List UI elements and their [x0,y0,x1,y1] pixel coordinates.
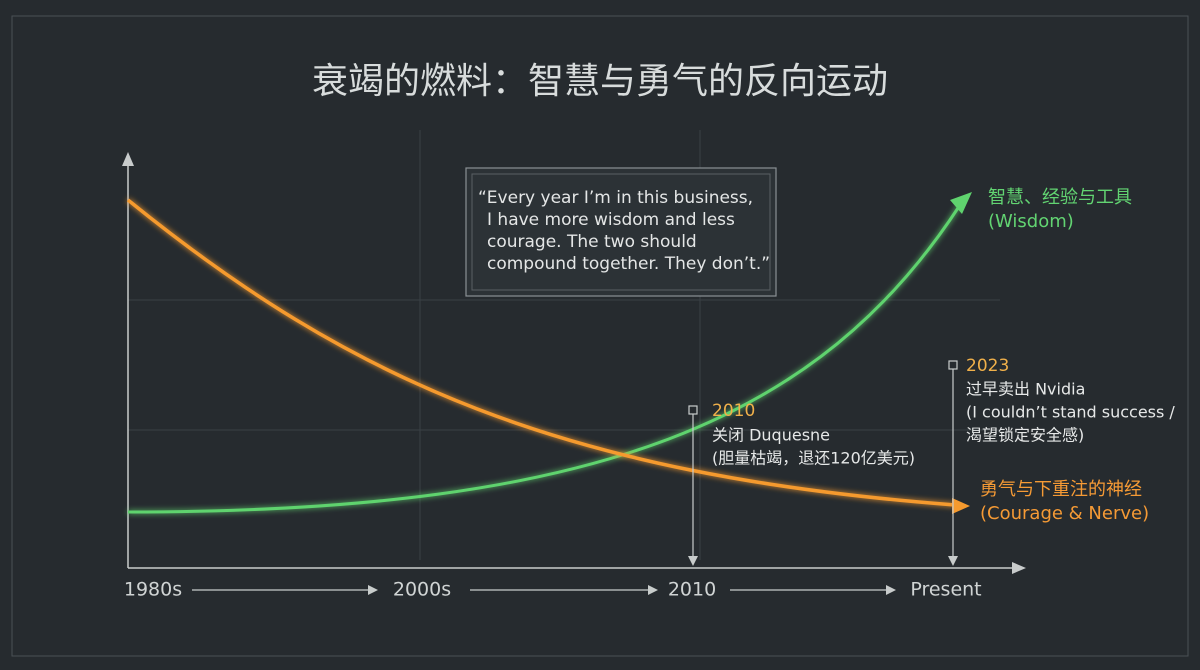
event-marker [688,405,698,566]
curve-label: (Courage & Nerve) [980,503,1149,524]
event-text: (I couldn’t stand success / [966,403,1175,422]
event-text: 渴望锁定安全感) [966,426,1084,445]
quote-line: compound together. They don’t.” [487,254,770,274]
x-label: 2000s [393,579,451,601]
courage-curve [126,198,956,507]
quote-line: courage. The two should [487,232,697,252]
event-year: 2023 [966,356,1009,376]
event-year: 2010 [712,401,755,421]
title: 衰竭的燃料：智慧与勇气的反向运动 [312,61,888,102]
curve-label: (Wisdom) [988,211,1074,232]
curve-label: 智慧、经验与工具 [988,187,1132,208]
curve-label: 勇气与下重注的神经 [980,479,1142,500]
x-label: 1980s [124,579,182,601]
x-label: Present [910,579,981,601]
courage-arrowhead [952,498,970,514]
event-text: 关闭 Duquesne [712,426,830,445]
event-text: 过早卖出 Nvidia [966,380,1085,399]
wisdom-curve [127,204,962,514]
timeline-arrows [192,585,896,595]
event-marker [948,360,958,566]
x-label: 2010 [668,579,716,601]
quote-line: “Every year I’m in this business, [478,188,753,208]
event-text: (胆量枯竭，退还120亿美元) [712,449,915,468]
axes [122,152,1026,574]
quote-box [465,167,777,297]
frame [11,15,1189,657]
wisdom-arrowhead [950,192,972,214]
quote-line: I have more wisdom and less [487,210,735,230]
quote-box-inner [471,173,771,291]
